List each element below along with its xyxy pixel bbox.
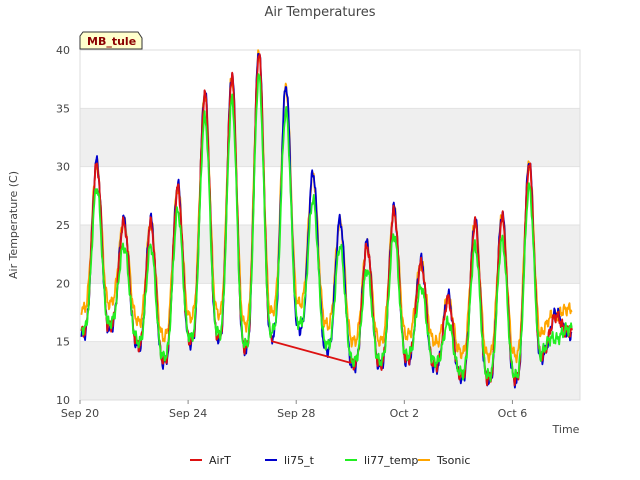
x-tick-label: Sep 20 xyxy=(61,407,99,420)
x-axis-title: Time xyxy=(552,423,580,436)
grid-bands xyxy=(80,107,580,401)
grid-band xyxy=(80,108,580,167)
x-tick-label: Sep 24 xyxy=(169,407,207,420)
y-tick-label: 25 xyxy=(56,219,70,232)
site-badge: MB_tule xyxy=(79,31,143,50)
series-line-airt xyxy=(80,53,573,387)
x-axis: Sep 20 Sep 24 Sep 28 Oct 2 Oct 6 xyxy=(61,400,527,420)
legend-label: li75_t xyxy=(284,454,315,467)
legend-label: Tsonic xyxy=(436,454,470,467)
grid-band xyxy=(80,341,580,400)
plot-frame xyxy=(79,49,581,401)
legend-label: li77_temp xyxy=(364,454,418,467)
series-layer xyxy=(80,49,573,389)
legend: AirT li75_t li77_temp Tsonic xyxy=(190,454,470,467)
series-line-tsonic xyxy=(80,49,573,364)
y-axis-title: Air Temperature (C) xyxy=(7,171,20,279)
y-tick-label: 40 xyxy=(56,44,70,57)
y-tick-label: 30 xyxy=(56,161,70,174)
site-badge-label: MB_tule xyxy=(87,35,136,48)
legend-label: AirT xyxy=(209,454,231,467)
y-tick-label: 35 xyxy=(56,102,70,115)
x-tick-label: Oct 6 xyxy=(498,407,528,420)
y-axis: 10 15 20 25 30 35 40 xyxy=(56,44,70,407)
y-tick-label: 15 xyxy=(56,336,70,349)
y-tick-label: 10 xyxy=(56,394,70,407)
site-badge-shape xyxy=(79,31,143,50)
y-tick-label: 20 xyxy=(56,277,70,290)
x-tick-label: Sep 28 xyxy=(277,407,315,420)
series-line-li75-t xyxy=(80,53,573,389)
series-line-li77-temp xyxy=(81,73,573,383)
x-tick-label: Oct 2 xyxy=(390,407,420,420)
chart-title: Air Temperatures xyxy=(264,5,375,20)
